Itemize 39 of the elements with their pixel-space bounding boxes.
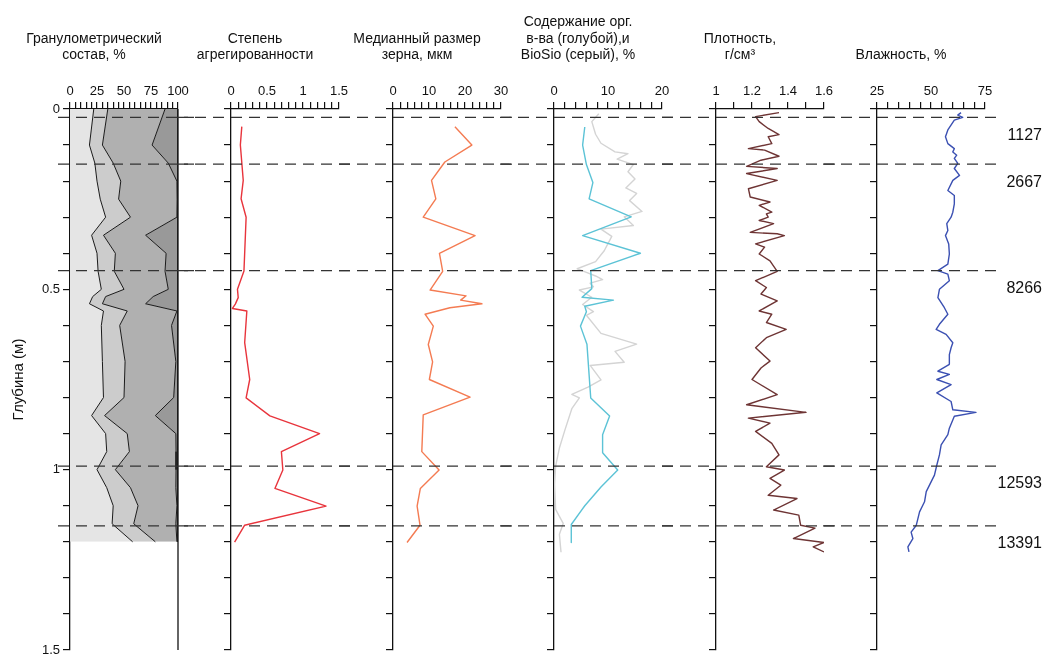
text: 12593 xyxy=(997,474,1043,492)
x-tick-label: 0 xyxy=(65,82,74,98)
y-tick-label: 1 xyxy=(52,461,60,477)
x-tick-label: 0 xyxy=(388,82,397,98)
x-tick-label: 0 xyxy=(550,82,558,98)
x-tick-label: 1 xyxy=(299,82,307,98)
x-tick-label: 50 xyxy=(116,82,131,98)
chart-title: Медианный размер зерна, мкм xyxy=(352,29,481,63)
x-tick-label: 0 xyxy=(227,82,235,98)
x-tick-label: 20 xyxy=(654,82,670,98)
x-tick-label: 1.5 xyxy=(330,82,349,98)
text: 2667 xyxy=(1006,172,1043,190)
x-tick-label: 1.4 xyxy=(778,82,797,98)
x-tick-label: 1.2 xyxy=(742,82,761,98)
text: 13391 xyxy=(997,534,1043,552)
x-tick-label: 10 xyxy=(600,82,616,98)
y-axis-title: Глубина (м) xyxy=(8,338,26,421)
x-tick-label: 25 xyxy=(89,82,104,98)
chart-title: Плотность, г/см³ xyxy=(703,29,776,63)
x-tick-label: 50 xyxy=(923,82,939,98)
chart-title: Гранулометрический состав, % xyxy=(25,29,162,63)
x-tick-label: 75 xyxy=(143,82,158,98)
chart-title: Влажность, % xyxy=(855,46,947,63)
y-tick-label: 1.5 xyxy=(41,641,60,655)
x-tick-label: 1 xyxy=(711,82,720,98)
text: 1127 xyxy=(1007,125,1043,143)
x-tick-label: 10 xyxy=(421,82,436,98)
x-tick-label: 25 xyxy=(869,82,885,98)
x-tick-label: 0.5 xyxy=(258,82,277,98)
x-tick-label: 100 xyxy=(166,82,189,98)
x-tick-label: 1.6 xyxy=(814,82,833,98)
x-tick-label: 30 xyxy=(493,82,508,98)
chart-title: Содержание орг. в-ва (голубой),и BioSio (серый), % xyxy=(520,12,636,63)
text: 8266 xyxy=(1006,278,1043,296)
y-tick-label: 0 xyxy=(52,100,60,116)
x-tick-label: 75 xyxy=(977,82,993,98)
y-tick-label: 0.5 xyxy=(41,280,60,296)
chart-title: Степень агрегированности xyxy=(196,29,314,63)
x-tick-label: 20 xyxy=(457,82,472,98)
